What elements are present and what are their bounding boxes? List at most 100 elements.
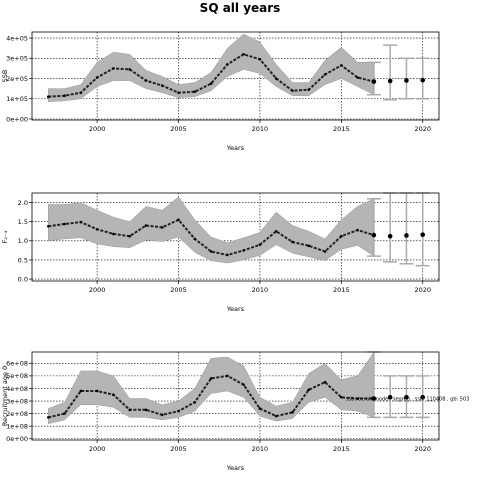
projection-point xyxy=(371,232,377,238)
ssb-panel: 2000 2005 2010 2015 2020 0e+00 1e+05 2e+05 3e+05… xyxy=(1,31,440,152)
median-point xyxy=(79,389,83,393)
median-point xyxy=(160,413,164,417)
median-line xyxy=(48,218,375,257)
x-tick-label: 2010 xyxy=(252,286,269,294)
median-line xyxy=(48,374,374,419)
projection-point xyxy=(371,79,377,84)
median-point xyxy=(209,82,213,85)
y-axis-label: Recruitment age 0 xyxy=(1,366,9,426)
median-point xyxy=(291,411,294,414)
fishing-mortality-panel: 2000 2005 2010 2015 2020 0.0 0.5 1.0 1.5 2.0 Years… xyxy=(1,192,440,313)
y-tick-label: 3e+08 xyxy=(6,397,28,405)
y-tick-label: 3e+05 xyxy=(6,55,28,63)
median-point xyxy=(63,412,66,415)
x-axis-label: Years xyxy=(226,144,245,152)
projection-point xyxy=(404,394,409,400)
recruitment-panel: 2000 2005 2010 2015 2020 0e+00 1e+08 2e+08 3e+08… xyxy=(1,351,469,472)
axes-frame xyxy=(31,31,440,121)
projection-point xyxy=(404,233,409,238)
median-point xyxy=(356,397,359,400)
x-tick-label: 2015 xyxy=(333,286,350,294)
median-point xyxy=(258,407,262,410)
median-point xyxy=(177,218,180,222)
median-point xyxy=(128,234,131,238)
x-tick-label: 2020 xyxy=(414,125,431,133)
median-point xyxy=(340,234,343,238)
median-point xyxy=(79,220,83,224)
median-point xyxy=(291,89,294,92)
projection-point xyxy=(404,78,409,83)
median-point xyxy=(46,416,50,419)
y-tick-label: 0.0 xyxy=(18,275,28,283)
median-point xyxy=(274,414,278,418)
median-point xyxy=(340,395,343,399)
median-point xyxy=(242,383,245,386)
y-tick-label: 0e+00 xyxy=(6,115,28,123)
median-point xyxy=(193,237,197,241)
median-point xyxy=(144,408,148,412)
median-point xyxy=(112,67,115,70)
y-tick-label: 1e+08 xyxy=(6,422,28,430)
x-axis-label: Years xyxy=(226,464,245,472)
x-tick-label: 2005 xyxy=(170,286,187,294)
axes-frame xyxy=(31,192,440,282)
median-point xyxy=(356,76,359,79)
median-point xyxy=(291,240,294,244)
figure-title: SQ all years xyxy=(200,1,281,15)
projection-point xyxy=(420,232,426,238)
y-tick-label: 0.5 xyxy=(18,256,28,264)
median-point xyxy=(46,224,50,228)
median-point xyxy=(177,91,180,94)
x-tick-label: 2000 xyxy=(89,445,106,453)
axes-frame xyxy=(31,351,440,441)
median-point xyxy=(63,94,66,98)
median-point xyxy=(160,226,164,229)
x-tick-label: 2015 xyxy=(333,125,350,133)
projection-point xyxy=(371,396,377,401)
x-axis-label: Years xyxy=(226,305,245,313)
median-point xyxy=(193,90,197,93)
median-point xyxy=(340,64,343,67)
median-point xyxy=(226,63,229,66)
median-point xyxy=(209,250,213,253)
median-point xyxy=(307,244,311,248)
y-tick-label: 1.5 xyxy=(18,218,28,226)
median-point xyxy=(95,76,99,79)
median-point xyxy=(63,222,66,226)
y-axis-label: F₂₋₄ xyxy=(1,230,9,243)
y-tick-label: 5e+08 xyxy=(6,372,28,380)
y-tick-label: 2.0 xyxy=(18,199,28,207)
projection-point xyxy=(420,394,426,400)
y-tick-label: 2e+05 xyxy=(6,75,28,83)
y-tick-label: 1.0 xyxy=(18,237,28,245)
median-point xyxy=(323,73,327,76)
median-point xyxy=(160,84,164,87)
y-tick-label: 4e+08 xyxy=(6,385,28,393)
x-tick-label: 2005 xyxy=(170,125,187,133)
median-point xyxy=(356,228,359,232)
x-tick-label: 2000 xyxy=(89,286,106,294)
median-point xyxy=(144,79,148,82)
projection-point xyxy=(387,78,393,84)
median-point xyxy=(112,232,115,236)
median-point xyxy=(177,409,180,413)
median-point xyxy=(112,393,115,397)
median-point xyxy=(258,243,262,246)
projection-point xyxy=(420,77,426,83)
median-point xyxy=(95,228,99,231)
x-tick-label: 2020 xyxy=(414,286,431,294)
median-point xyxy=(95,389,99,393)
x-tick-label: 2010 xyxy=(252,445,269,453)
median-point xyxy=(258,58,262,61)
y-tick-label: 4e+05 xyxy=(6,34,28,42)
x-tick-label: 2000 xyxy=(89,125,106,133)
projection-point xyxy=(387,233,393,239)
x-tick-label: 2015 xyxy=(333,445,350,453)
median-point xyxy=(242,52,245,56)
x-tick-label: 2005 xyxy=(170,445,187,453)
median-point xyxy=(323,250,327,253)
median-point xyxy=(209,377,213,380)
median-point xyxy=(144,224,148,227)
x-tick-label: 2020 xyxy=(414,445,431,453)
